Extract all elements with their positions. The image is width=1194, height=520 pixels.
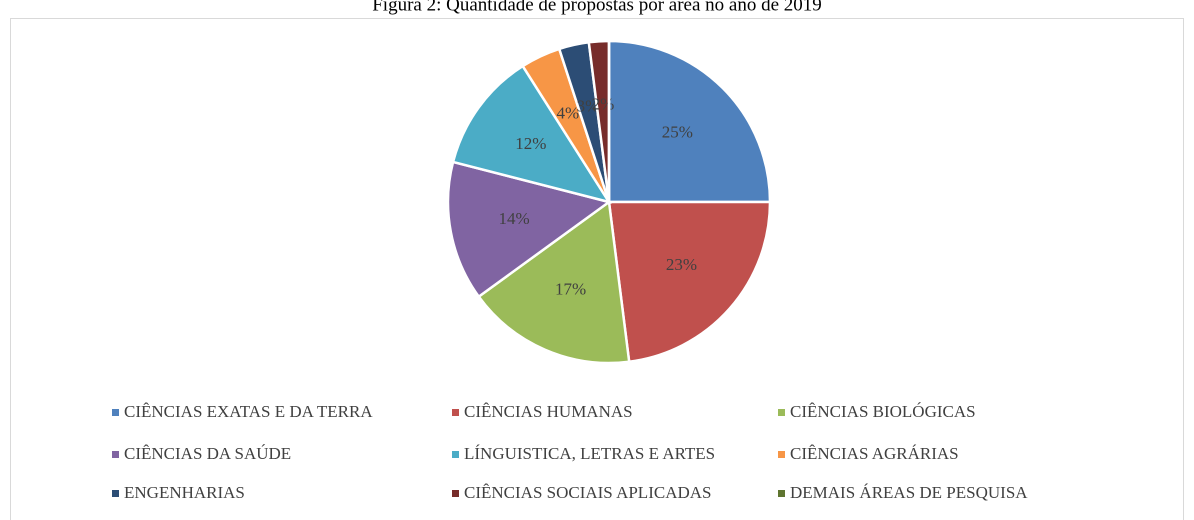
data-label: 12%	[515, 134, 546, 153]
legend-label: LÍNGUISTICA, LETRAS E ARTES	[464, 444, 715, 463]
legend-swatch	[452, 451, 459, 458]
legend-label: CIÊNCIAS BIOLÓGICAS	[790, 402, 976, 421]
data-label: 17%	[555, 280, 586, 299]
legend-swatch	[112, 451, 119, 458]
legend-swatch	[112, 409, 119, 416]
legend-label: CIÊNCIAS SOCIAIS APLICADAS	[464, 483, 711, 502]
legend-label: ENGENHARIAS	[124, 483, 245, 502]
legend-label: CIÊNCIAS HUMANAS	[464, 402, 633, 421]
data-label: 14%	[499, 209, 530, 228]
legend-swatch	[452, 409, 459, 416]
data-label: 2%	[592, 94, 615, 113]
data-label: 25%	[662, 123, 693, 142]
pie-slice	[446, 160, 612, 299]
pie-slice	[451, 64, 612, 204]
data-label: 4%	[557, 103, 580, 122]
data-label: 23%	[666, 255, 697, 274]
pie-slice	[607, 39, 772, 204]
data-label: 3%	[577, 97, 600, 116]
legend-label: DEMAIS ÁREAS DE PESQUISA	[790, 483, 1028, 502]
pie-slice	[607, 200, 772, 364]
chart-title: Figura 2: Quantidade de propostas por ár…	[372, 0, 822, 15]
legend-swatch	[778, 451, 785, 458]
legend-label: CIÊNCIAS DA SAÚDE	[124, 444, 291, 463]
pie-slice	[477, 199, 631, 365]
legend-label: CIÊNCIAS AGRÁRIAS	[790, 444, 959, 463]
legend-swatch	[778, 409, 785, 416]
legend-label: CIÊNCIAS EXATAS E DA TERRA	[124, 402, 373, 421]
legend-swatch	[452, 490, 459, 497]
legend-swatch	[778, 490, 785, 497]
legend-swatch	[112, 490, 119, 497]
